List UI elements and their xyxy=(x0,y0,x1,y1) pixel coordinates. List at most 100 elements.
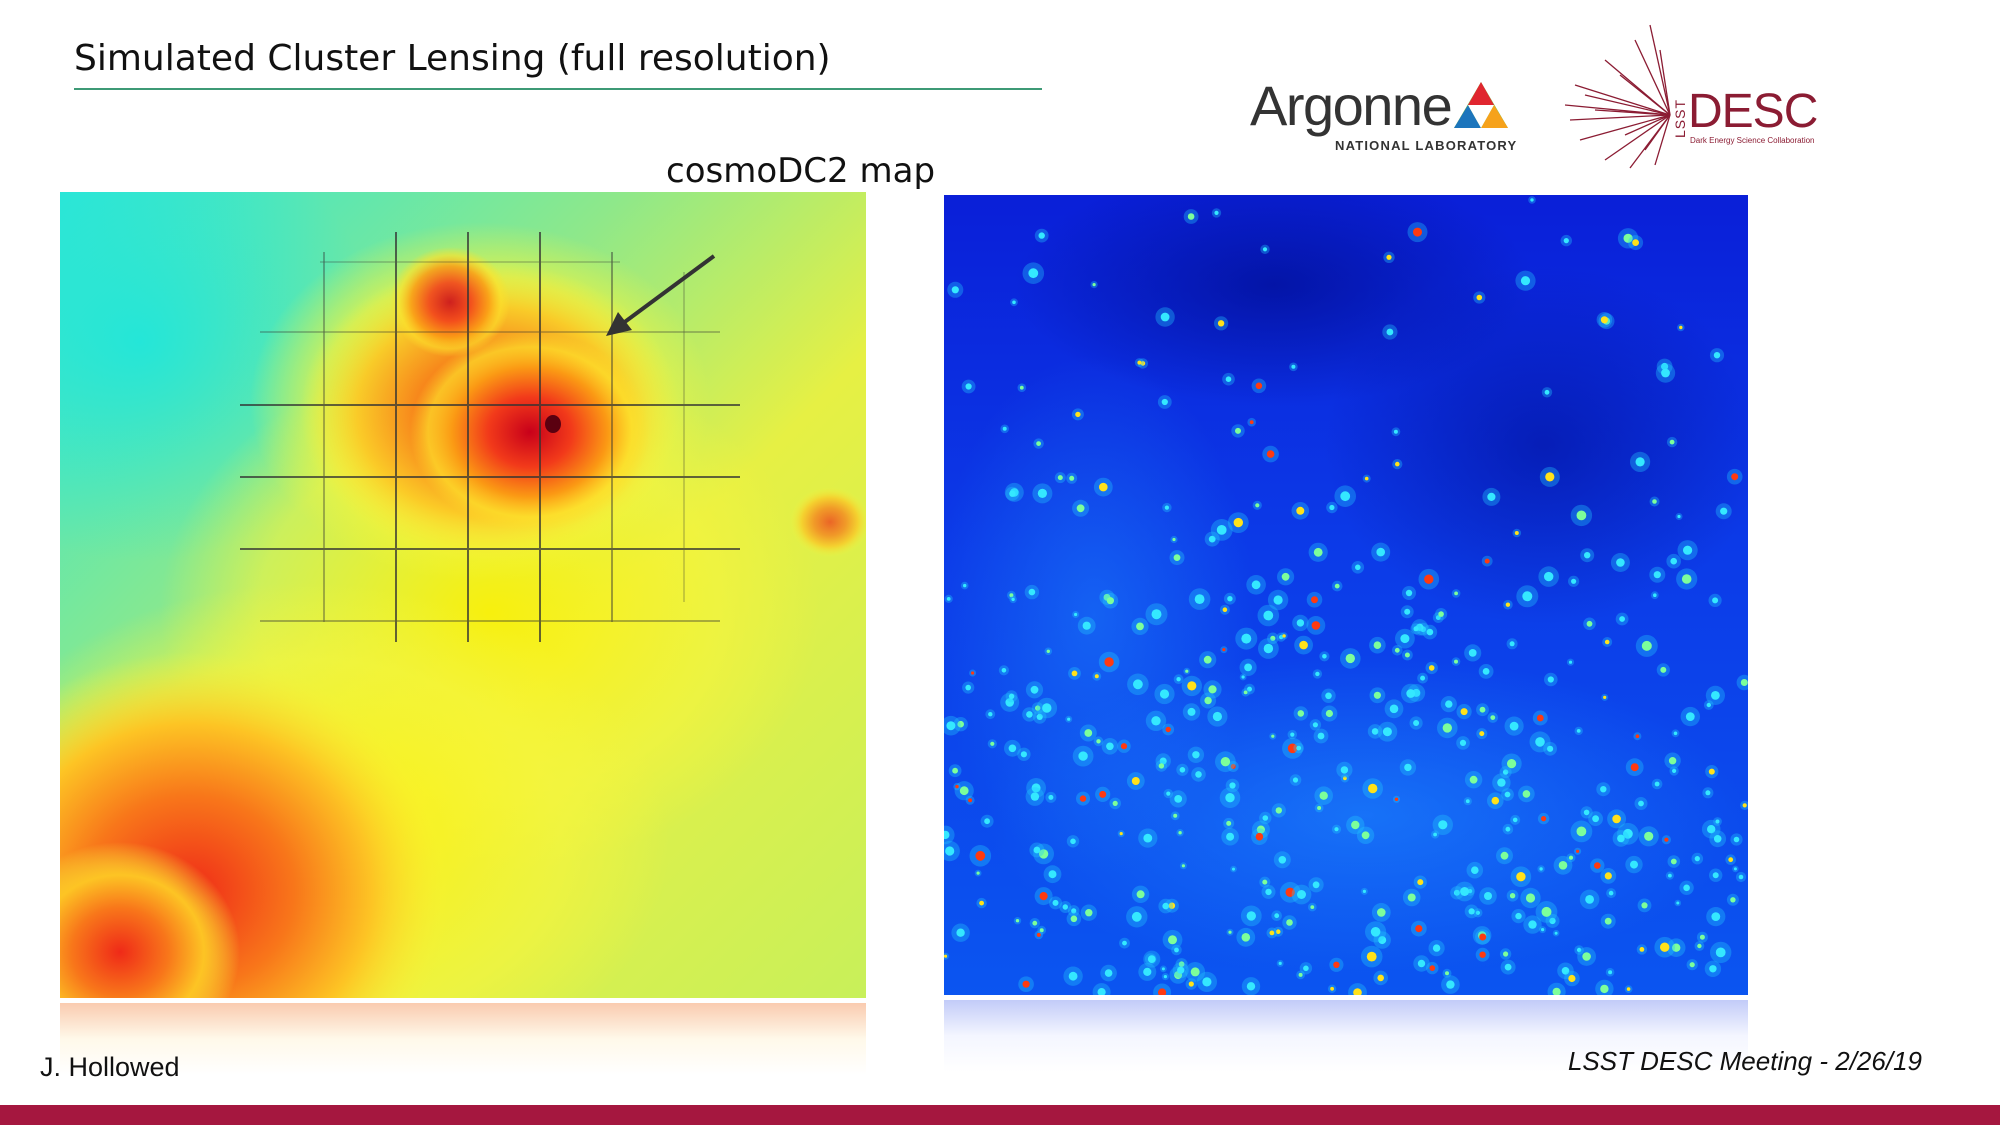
halo-point xyxy=(1479,731,1485,737)
halo-point xyxy=(1370,927,1381,937)
halo-point xyxy=(1709,965,1717,973)
halo-point xyxy=(1505,602,1511,607)
halo-point xyxy=(1174,795,1183,803)
halo-point xyxy=(1644,831,1654,841)
halo-point xyxy=(1509,641,1515,647)
halo-point xyxy=(1232,867,1235,871)
halo-point xyxy=(1619,616,1625,622)
desc-logo: LSST DESC Dark Energy Science Collaborat… xyxy=(1565,20,1818,170)
halo-point xyxy=(1137,360,1142,365)
halo-point xyxy=(1407,893,1416,902)
halo-point xyxy=(1730,897,1736,903)
halo-point xyxy=(1246,911,1256,921)
halo-point xyxy=(1673,731,1678,736)
halo-point xyxy=(1669,439,1675,445)
halo-point xyxy=(1413,227,1422,237)
halo-point xyxy=(1106,742,1114,751)
halo-point xyxy=(1187,213,1195,220)
halo-point xyxy=(1166,791,1171,796)
halo-point xyxy=(1535,737,1545,747)
halo-point xyxy=(1641,902,1648,909)
argonne-logo-word: Argonne xyxy=(1250,74,1453,137)
halo-point xyxy=(1541,928,1545,932)
halo-point xyxy=(1468,908,1475,915)
halo-point xyxy=(1660,942,1670,952)
halo-point xyxy=(1378,936,1387,945)
halo-point xyxy=(1009,490,1016,497)
halo-point xyxy=(1181,864,1185,868)
halo-point xyxy=(1442,723,1452,733)
halo-point xyxy=(1715,947,1726,958)
halo-point xyxy=(1106,597,1114,605)
halo-point xyxy=(1733,836,1740,843)
halo-point xyxy=(1002,426,1007,431)
halo-point xyxy=(1062,904,1068,910)
halo-point xyxy=(1298,972,1303,977)
halo-point xyxy=(1319,791,1328,800)
halo-point xyxy=(1176,677,1181,682)
halo-point xyxy=(1009,593,1014,598)
halo-point xyxy=(1639,947,1645,952)
halo-point xyxy=(1188,981,1194,987)
halo-point xyxy=(1038,849,1049,859)
halo-point xyxy=(1330,986,1334,991)
halo-point xyxy=(1545,472,1555,482)
halo-point xyxy=(1520,276,1531,286)
argonne-logo-subtitle: NATIONAL LABORATORY xyxy=(1335,138,1518,153)
halo-point xyxy=(1661,362,1669,371)
halo-point xyxy=(1241,633,1252,644)
halo-point xyxy=(1694,856,1700,862)
halo-point xyxy=(1487,492,1496,501)
halo-point xyxy=(1322,654,1327,659)
desc-logo-subtitle: Dark Energy Science Collaboration xyxy=(1690,136,1815,145)
halo-point xyxy=(1178,961,1185,967)
halo-point xyxy=(1052,899,1059,906)
halo-point xyxy=(1554,931,1558,935)
halo-point xyxy=(1405,589,1413,597)
halo-point xyxy=(1679,325,1683,330)
halo-point xyxy=(1454,591,1458,596)
halo-point xyxy=(1742,803,1747,808)
halo-point xyxy=(965,383,972,390)
halo-point xyxy=(1296,619,1305,627)
halo-point xyxy=(1604,917,1612,925)
halo-point xyxy=(1204,696,1212,705)
halo-point xyxy=(1279,635,1284,640)
halo-point xyxy=(1484,892,1492,900)
halo-point xyxy=(1255,503,1260,508)
halo-point xyxy=(1312,881,1320,889)
halo-point xyxy=(1699,934,1705,940)
halo-point xyxy=(1373,641,1382,649)
halo-point xyxy=(1262,879,1268,885)
meeting-label: LSST DESC Meeting - 2/26/19 xyxy=(1567,1046,1922,1076)
halo-point xyxy=(1173,813,1178,818)
halo-point xyxy=(1371,728,1379,735)
halo-point xyxy=(1001,668,1007,673)
halo-point xyxy=(1366,951,1377,962)
halo-point xyxy=(1334,827,1339,832)
halo-point xyxy=(1604,639,1610,645)
halo-point xyxy=(1159,757,1167,765)
halo-point xyxy=(1653,593,1657,597)
halo-point xyxy=(1036,932,1041,937)
halo-point xyxy=(1249,420,1254,425)
halo-point xyxy=(1119,832,1123,836)
halo-point xyxy=(1623,828,1633,839)
halo-point xyxy=(1428,665,1435,671)
halo-point xyxy=(1586,620,1593,627)
halo-point xyxy=(1638,800,1644,807)
halo-point xyxy=(946,721,956,731)
halo-point xyxy=(1612,814,1621,824)
halo-point xyxy=(1382,727,1392,737)
halo-point xyxy=(1220,757,1231,767)
halo-point xyxy=(1122,940,1127,946)
halo-point xyxy=(1315,671,1320,677)
halo-point xyxy=(1715,819,1720,824)
halo-point xyxy=(1525,893,1536,903)
halo-point xyxy=(1163,975,1167,979)
halo-point xyxy=(1069,475,1075,481)
halo-point xyxy=(1022,980,1030,988)
halo-point xyxy=(1038,232,1045,239)
halo-point xyxy=(1420,675,1426,681)
halo-point xyxy=(1084,729,1093,737)
